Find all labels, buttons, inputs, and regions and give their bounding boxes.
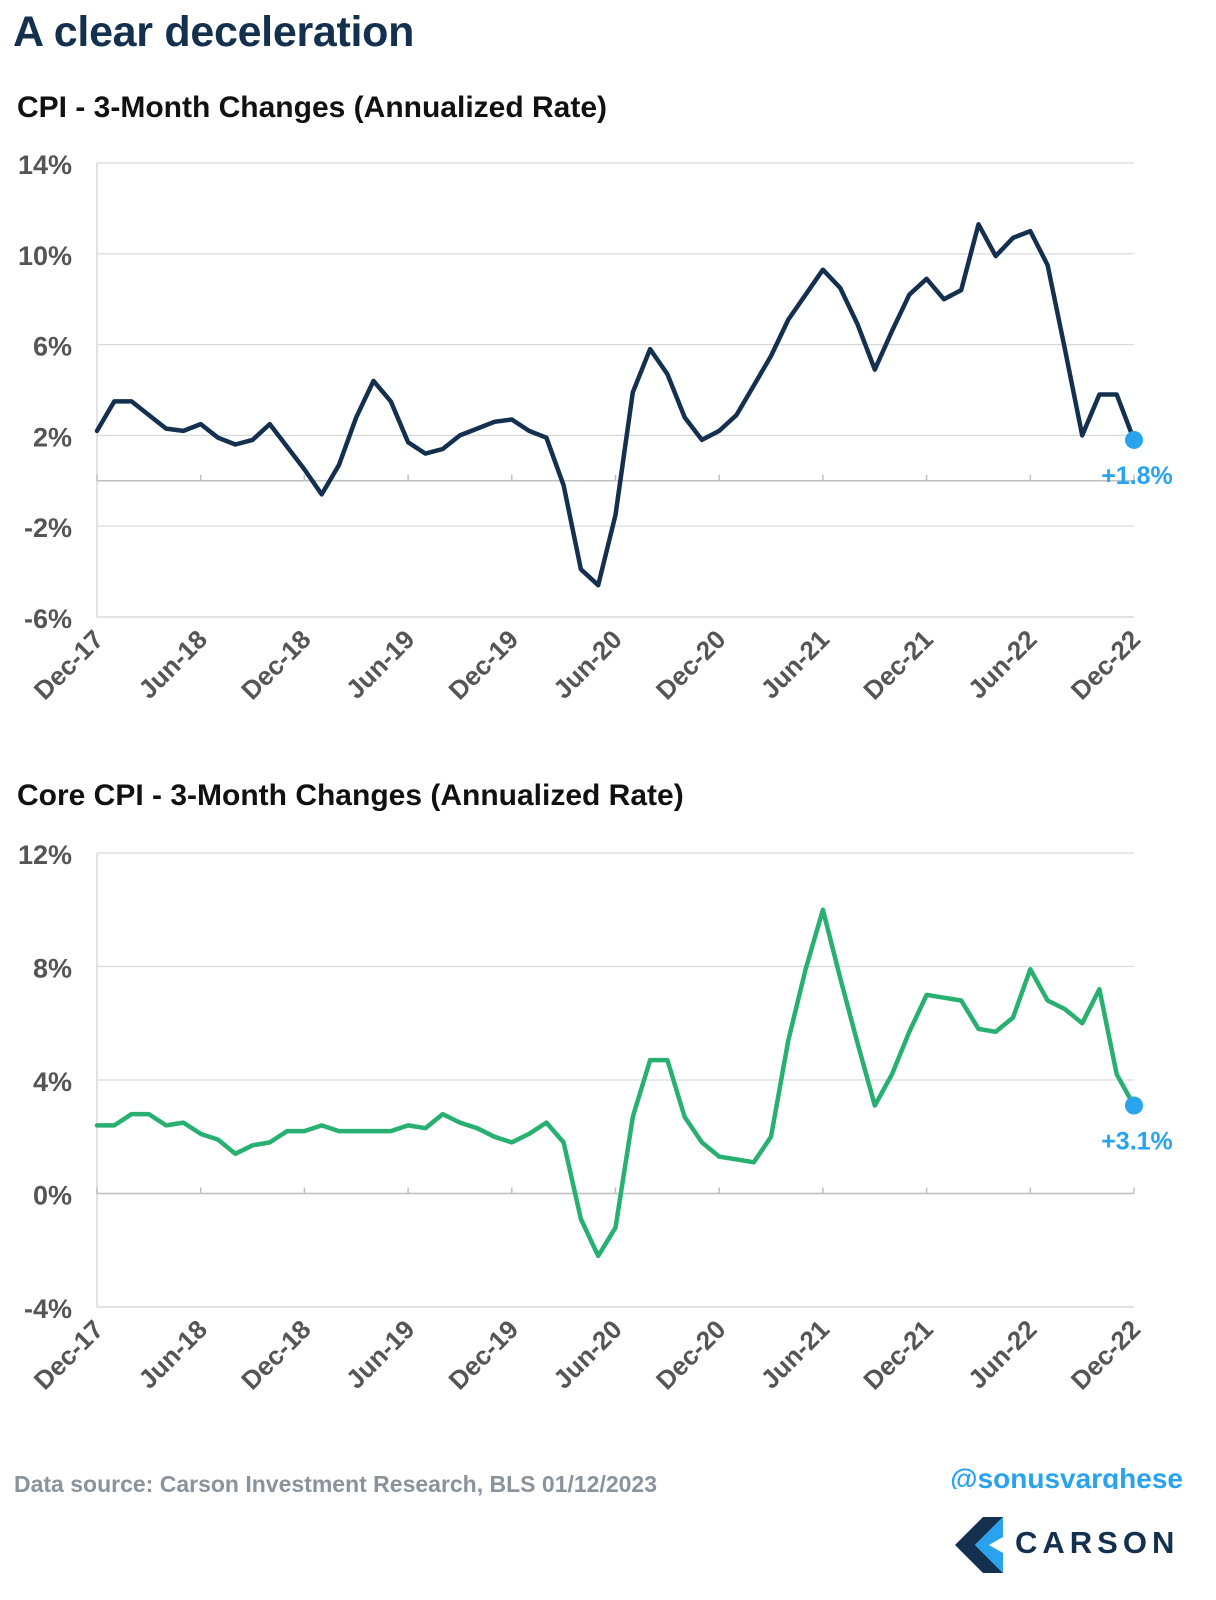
cpi-y-tick-label: 2% [33,422,72,452]
cpi-x-tick-label: Jun-22 [962,624,1042,704]
cpi-x-tick-label: Jun-21 [755,624,835,704]
cpi-y-tick-label: -6% [24,604,72,634]
core-cpi-series-line [94,907,1137,1259]
core-cpi-x-tick-label: Jun-20 [547,1314,627,1394]
core-cpi-x-tick-label: Dec-19 [443,1314,525,1396]
core-cpi-latest-point [1125,1096,1143,1115]
cpi-x-tick-label: Dec-17 [28,624,110,706]
cpi-chart: -6% -2% 2% 6% 10% 14% Dec-17 Jun-18 Dec-18 Jun-19… [18,150,1173,706]
core-cpi-chart: -4% 0% 4% 8% 12% Dec-17 Jun-18 Dec-18 Jun-19 Dec-… [18,840,1173,1396]
carson-logo: CARSON [953,1515,1193,1575]
core-cpi-x-tick-label: Jun-18 [132,1314,212,1394]
core-cpi-y-tick-label: 4% [33,1067,72,1097]
cpi-x-tick-label: Jun-18 [132,624,212,704]
core-cpi-chart-title: Core CPI - 3-Month Changes (Annualized R… [17,779,684,812]
cpi-x-tick-label: Dec-19 [443,624,525,706]
core-cpi-x-tick-label: Jun-19 [340,1314,420,1394]
core-cpi-x-tick-label: Dec-21 [857,1314,939,1396]
core-cpi-y-tick-label: -4% [24,1294,72,1324]
cpi-x-tick-label: Jun-19 [340,624,420,704]
cpi-y-tick-label: 14% [18,150,72,180]
carson-chevron-icon [955,1517,1003,1573]
core-cpi-y-tick-label: 8% [33,954,72,984]
cpi-x-tick-label: Dec-18 [235,624,317,706]
cpi-y-tick-label: 6% [33,332,72,362]
core-cpi-x-tick-label: Dec-17 [28,1314,110,1396]
cpi-latest-point [1125,430,1143,449]
logo-text: CARSON [1015,1525,1180,1560]
cpi-latest-value-label: +1.8% [1101,462,1173,490]
core-cpi-x-tick-label: Jun-22 [962,1314,1042,1394]
cpi-x-tick-label: Dec-20 [650,624,732,706]
core-cpi-x-tick-label: Dec-18 [235,1314,317,1396]
author-handle: @sonusvarghese [950,1463,1183,1489]
core-cpi-y-tick-label: 12% [18,840,72,870]
core-cpi-latest-value-label: +3.1% [1101,1128,1173,1156]
cpi-chart-title: CPI - 3-Month Changes (Annualized Rate) [17,91,608,124]
core-cpi-y-tick-label: 0% [33,1181,72,1211]
headline: A clear deceleration [13,8,415,56]
core-cpi-x-tick-label: Jun-21 [755,1314,835,1394]
cpi-y-tick-label: -2% [24,513,72,543]
core-cpi-x-tick-label: Dec-20 [650,1314,732,1396]
cpi-x-tick-label: Jun-20 [547,624,627,704]
cpi-x-tick-label: Dec-22 [1065,624,1147,706]
core-cpi-x-tick-label: Dec-22 [1065,1314,1147,1396]
cpi-series-line [94,222,1137,588]
cpi-y-tick-label: 10% [18,241,72,271]
data-source-note: Data source: Carson Investment Research,… [14,1471,658,1497]
cpi-x-tick-label: Dec-21 [857,624,939,706]
